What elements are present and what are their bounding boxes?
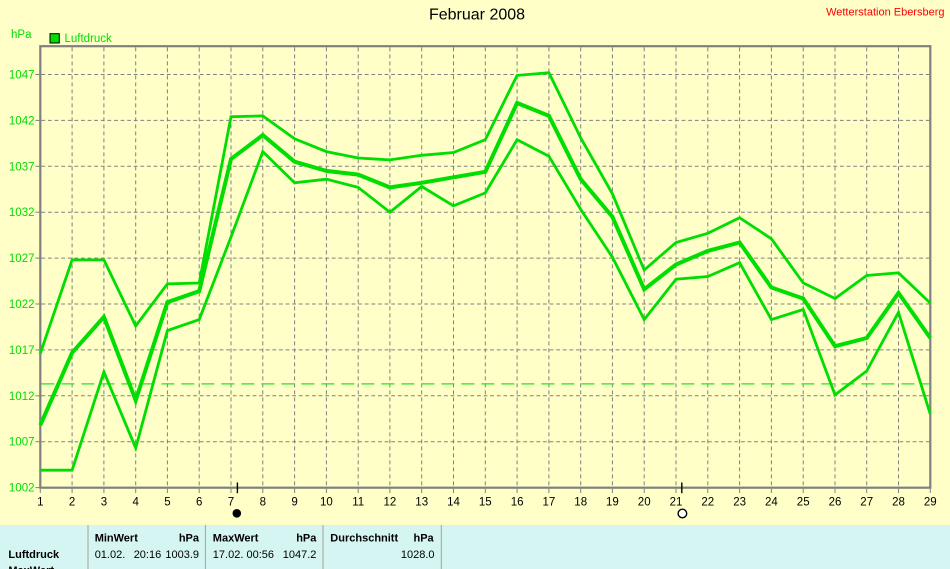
svg-text:Wetterstation Ebersberg: Wetterstation Ebersberg <box>826 6 944 18</box>
svg-text:hPa: hPa <box>414 533 435 545</box>
svg-text:1017: 1017 <box>9 345 35 357</box>
svg-text:19: 19 <box>606 497 619 509</box>
svg-text:26: 26 <box>829 497 842 509</box>
svg-text:1047.2: 1047.2 <box>283 549 317 561</box>
svg-text:22: 22 <box>701 497 714 509</box>
svg-text:Durchschnitt: Durchschnitt <box>330 533 398 545</box>
svg-text:MinWert: MinWert <box>95 533 139 545</box>
svg-text:17: 17 <box>543 497 556 509</box>
svg-text:10: 10 <box>320 497 333 509</box>
svg-text:01.02.: 01.02. <box>95 549 126 561</box>
svg-text:MaxWert: MaxWert <box>8 565 54 569</box>
svg-text:15: 15 <box>479 497 492 509</box>
svg-text:6: 6 <box>196 497 202 509</box>
svg-text:23: 23 <box>733 497 746 509</box>
svg-text:hPa: hPa <box>296 533 317 545</box>
svg-text:12: 12 <box>384 497 397 509</box>
svg-text:21: 21 <box>670 497 683 509</box>
svg-text:28: 28 <box>892 497 905 509</box>
svg-text:1002: 1002 <box>9 483 35 495</box>
svg-text:1012: 1012 <box>9 391 35 403</box>
svg-text:11: 11 <box>352 497 364 509</box>
svg-text:1032: 1032 <box>9 207 35 219</box>
svg-text:8: 8 <box>260 497 266 509</box>
svg-text:1027: 1027 <box>9 253 35 265</box>
svg-text:18: 18 <box>574 497 587 509</box>
svg-text:00:56: 00:56 <box>247 549 275 561</box>
svg-text:1022: 1022 <box>9 299 35 311</box>
svg-text:Luftdruck: Luftdruck <box>8 549 60 561</box>
svg-text:1047: 1047 <box>9 70 35 82</box>
svg-text:2: 2 <box>69 497 75 509</box>
svg-text:24: 24 <box>765 497 778 509</box>
svg-text:1003.9: 1003.9 <box>165 549 199 561</box>
svg-text:1: 1 <box>37 497 43 509</box>
svg-text:hPa: hPa <box>11 29 32 41</box>
svg-text:13: 13 <box>415 497 428 509</box>
svg-text:17.02.: 17.02. <box>213 549 244 561</box>
svg-text:Februar 2008: Februar 2008 <box>429 7 525 24</box>
svg-text:hPa: hPa <box>179 533 200 545</box>
svg-text:14: 14 <box>447 497 460 509</box>
svg-text:Luftdruck: Luftdruck <box>65 33 113 45</box>
svg-text:4: 4 <box>132 497 139 509</box>
svg-text:5: 5 <box>164 497 170 509</box>
svg-text:3: 3 <box>101 497 107 509</box>
svg-text:29: 29 <box>924 497 937 509</box>
svg-text:25: 25 <box>797 497 810 509</box>
svg-text:9: 9 <box>291 497 297 509</box>
svg-text:1028.0: 1028.0 <box>401 549 435 561</box>
svg-text:20:16: 20:16 <box>134 549 162 561</box>
svg-text:1037: 1037 <box>9 161 35 173</box>
svg-text:MaxWert: MaxWert <box>213 533 259 545</box>
svg-text:20: 20 <box>638 497 651 509</box>
svg-text:7: 7 <box>228 497 234 509</box>
svg-text:1007: 1007 <box>9 437 35 449</box>
svg-text:1042: 1042 <box>9 115 35 127</box>
svg-text:27: 27 <box>860 497 873 509</box>
svg-text:16: 16 <box>511 497 524 509</box>
